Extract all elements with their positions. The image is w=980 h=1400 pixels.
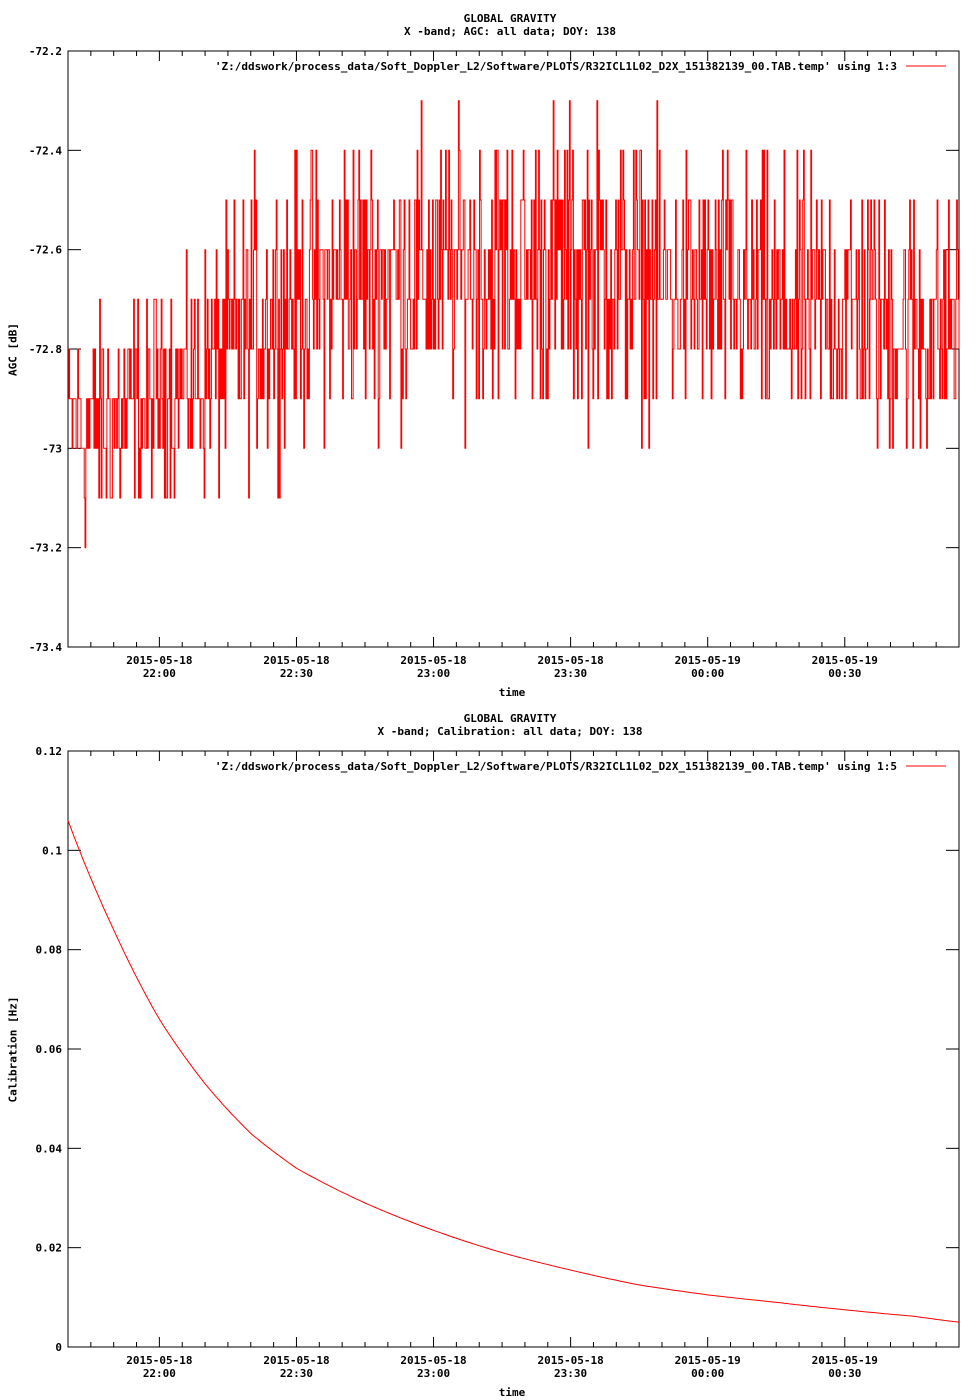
chart2-x-tick-time: 00:30: [828, 1367, 861, 1380]
chart1-y-tick-label: -73: [42, 442, 62, 455]
chart2-series-line: [67, 820, 960, 1323]
chart1-x-tick-time: 22:30: [280, 667, 313, 680]
calibration-chart-subtitle: X -band; Calibration: all data; DOY: 138: [377, 725, 643, 738]
chart2-y-tick-label: 0.04: [36, 1142, 63, 1155]
chart1-y-tick-label: -72.2: [29, 45, 62, 58]
chart1-y-tick-label: -72.6: [29, 244, 62, 257]
chart2-x-tick-time: 22:30: [280, 1367, 313, 1380]
calibration-chart-title: GLOBAL GRAVITY: [463, 712, 557, 725]
chart1-x-tick-date: 2015-05-19: [675, 654, 741, 667]
calibration-chart-panel: GLOBAL GRAVITY X -band; Calibration: all…: [0, 700, 980, 1400]
chart2-x-tick-date: 2015-05-18: [263, 1354, 329, 1367]
chart2-x-tick-time: 23:00: [417, 1367, 450, 1380]
chart1-series-line: [68, 100, 960, 549]
chart2-y-tick-label: 0.06: [36, 1043, 63, 1056]
chart2-x-tick-time: 23:30: [554, 1367, 587, 1380]
agc-chart-subtitle: X -band; AGC: all data; DOY: 138: [404, 25, 616, 38]
chart2-y-tick-label: 0.12: [36, 745, 63, 758]
chart1-x-tick-time: 22:00: [143, 667, 176, 680]
chart1-x-tick-time: 23:30: [554, 667, 587, 680]
chart2-y-tick-label: 0.02: [36, 1242, 63, 1255]
agc-chart-svg: -72.2 -72.4 -72.6 -72.8 -73 -73.2 -73.4 2015-05…: [29, 45, 960, 680]
chart1-x-tick-date: 2015-05-18: [537, 654, 603, 667]
chart1-x-tick-date: 2015-05-18: [400, 654, 466, 667]
chart2-y-tick-label: 0.1: [42, 844, 62, 857]
chart2-legend-label: 'Z:/ddswork/process_data/Soft_Doppler_L2…: [215, 760, 897, 773]
agc-chart-title: GLOBAL GRAVITY: [463, 12, 557, 25]
chart1-x-tick-date: 2015-05-19: [812, 654, 878, 667]
agc-chart-title-block: GLOBAL GRAVITY X -band; AGC: all data; D…: [0, 12, 980, 38]
chart2-y-tick-label: 0: [55, 1341, 62, 1354]
calibration-x-axis-label: time: [498, 1386, 526, 1399]
chart2-x-tick-time: 22:00: [143, 1367, 176, 1380]
chart2-x-tick-date: 2015-05-18: [400, 1354, 466, 1367]
agc-x-axis-label: time: [498, 686, 526, 699]
chart1-y-tick-label: -72.8: [29, 343, 62, 356]
chart1-x-tick-time: 23:00: [417, 667, 450, 680]
chart2-plot-frame: [67, 750, 960, 1348]
chart1-y-tick-label: -73.4: [29, 641, 62, 654]
chart2-y-tick-label: 0.08: [36, 944, 63, 957]
chart2-x-tick-date: 2015-05-18: [126, 1354, 192, 1367]
chart1-y-tick-label: -73.2: [29, 542, 62, 555]
calibration-chart-title-block: GLOBAL GRAVITY X -band; Calibration: all…: [0, 712, 980, 738]
chart1-x-tick-time: 00:00: [691, 667, 724, 680]
chart1-x-tick-date: 2015-05-18: [263, 654, 329, 667]
chart2-x-tick-date: 2015-05-19: [812, 1354, 878, 1367]
chart1-x-tick-date: 2015-05-18: [126, 654, 192, 667]
chart2-x-tick-date: 2015-05-19: [675, 1354, 741, 1367]
chart1-x-tick-time: 00:30: [828, 667, 861, 680]
calibration-chart-svg: 0.120.10.080.060.040.0202015-05-1822:002…: [36, 745, 960, 1380]
chart2-x-tick-time: 00:00: [691, 1367, 724, 1380]
chart1-legend-label: 'Z:/ddswork/process_data/Soft_Doppler_L2…: [215, 60, 897, 73]
chart2-x-tick-date: 2015-05-18: [537, 1354, 603, 1367]
agc-y-axis-label: AGC [dB]: [6, 323, 20, 376]
agc-chart-panel: GLOBAL GRAVITY X -band; AGC: all data; D…: [0, 12, 980, 699]
calibration-y-axis-label: Calibration [Hz]: [6, 996, 20, 1103]
chart1-y-tick-label: -72.4: [29, 144, 62, 157]
